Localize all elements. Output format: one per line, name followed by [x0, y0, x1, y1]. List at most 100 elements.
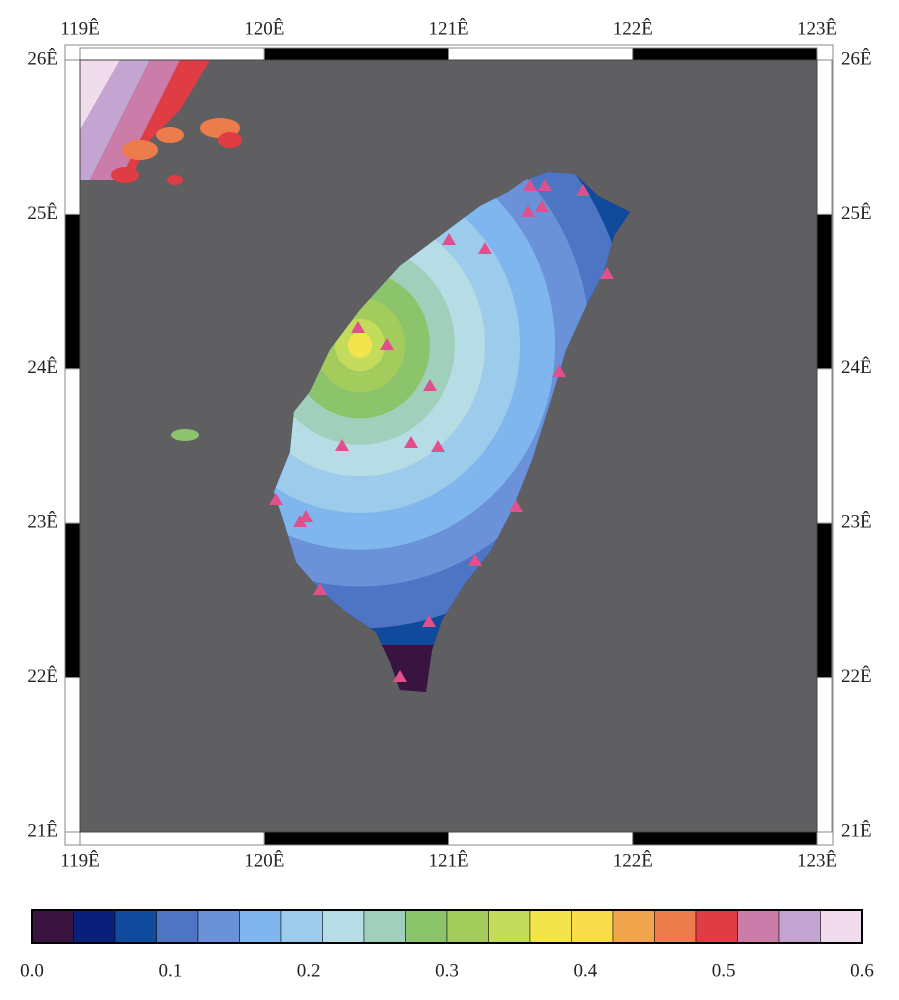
- station-marker: [538, 179, 552, 191]
- station-marker: [380, 338, 394, 350]
- contour-band: [80, 60, 150, 180]
- lat-label: 25Ê: [27, 202, 58, 224]
- island-blob: [218, 132, 242, 148]
- colorbar: 0.0 0.1 0.2 0.3 0.4 0.5 0.6: [20, 909, 874, 981]
- frame-bar: [816, 59, 833, 215]
- colorbar-cell: [280, 909, 323, 944]
- lon-label: 121Ê: [428, 849, 468, 871]
- island-blob: [171, 429, 199, 441]
- frame-bar: [816, 213, 833, 370]
- station-marker: [442, 233, 456, 245]
- colorbar-cell: [446, 909, 489, 944]
- colorbar-label: 0.3: [435, 960, 459, 981]
- frame-bar: [632, 47, 818, 61]
- frame-bar: [448, 47, 634, 61]
- frame-bar: [816, 677, 833, 833]
- lat-label: 24Ê: [27, 356, 58, 378]
- station-marker: [431, 440, 445, 452]
- outer-border: [64, 44, 834, 846]
- lon-label: 119Ê: [60, 849, 99, 871]
- island-blob: [156, 127, 184, 143]
- china-coast: [80, 60, 242, 441]
- lon-label: 121Ê: [428, 17, 468, 39]
- station-marker: [509, 500, 523, 512]
- station-marker: [478, 242, 492, 254]
- station-marker: [423, 379, 437, 391]
- station-marker: [293, 515, 307, 527]
- station-marker: [576, 184, 590, 196]
- axis-labels: 119Ê 119Ê 120Ê 120Ê 121Ê 121Ê 122Ê 122Ê 123Ê 123Ê…: [27, 17, 871, 871]
- frame-bar: [632, 831, 818, 846]
- colorbar-cell: [820, 909, 863, 944]
- frame-bar: [448, 831, 634, 846]
- colorbar-cell: [571, 909, 614, 944]
- station-marker: [335, 439, 349, 451]
- colorbar-cell: [778, 909, 821, 944]
- frame-bar: [263, 47, 449, 61]
- colorbar-cell: [156, 909, 199, 944]
- frame-bar: [64, 59, 81, 215]
- lon-label: 122Ê: [613, 849, 653, 871]
- station-marker: [535, 200, 549, 212]
- colorbar-cell: [322, 909, 365, 944]
- frame-bar: [64, 213, 81, 370]
- frame-bar: [64, 522, 81, 679]
- lat-label: 22Ê: [27, 665, 58, 687]
- colorbar-label: 0.6: [850, 960, 874, 981]
- station-marker: [313, 583, 327, 595]
- island-blob: [167, 175, 183, 185]
- lon-label: 119Ê: [60, 17, 99, 39]
- colorbar-label: 0.5: [712, 960, 736, 981]
- lat-label: 26Ê: [27, 47, 58, 69]
- colorbar-label: 0.4: [573, 960, 597, 981]
- colorbar-cell: [654, 909, 697, 944]
- lat-label: 26Ê: [841, 47, 872, 69]
- colorbar-cell: [488, 909, 531, 944]
- lat-label: 24Ê: [841, 356, 872, 378]
- colorbar-cell: [695, 909, 738, 944]
- colorbar-cell: [114, 909, 157, 944]
- island-blob: [111, 167, 139, 183]
- lon-label: 122Ê: [613, 17, 653, 39]
- station-marker: [404, 436, 418, 448]
- station-marker: [468, 554, 482, 566]
- station-marker: [269, 493, 283, 505]
- colorbar-cell: [197, 909, 240, 944]
- lat-label: 21Ê: [841, 819, 872, 841]
- colorbar-cell: [239, 909, 282, 944]
- frame-bar: [64, 677, 81, 833]
- frame-bar: [816, 368, 833, 524]
- contour-band: [348, 332, 372, 358]
- lon-label: 123Ê: [797, 17, 837, 39]
- lat-label: 23Ê: [841, 511, 872, 533]
- station-marker: [393, 670, 407, 682]
- map-frame: [64, 47, 833, 846]
- station-marker: [600, 267, 614, 279]
- plot-border: [79, 59, 818, 833]
- colorbar-cell: [405, 909, 448, 944]
- colorbar-label: 0.0: [20, 960, 44, 981]
- frame-bar: [79, 47, 265, 61]
- colorbar-border: [31, 909, 863, 944]
- contour-band: [90, 60, 180, 180]
- lat-label: 25Ê: [841, 202, 872, 224]
- station-marker: [521, 205, 535, 217]
- station-marker: [422, 615, 436, 627]
- station-marker: [351, 321, 365, 333]
- frame-bar: [263, 831, 449, 846]
- colorbar-label: 0.2: [297, 960, 321, 981]
- station-marker: [552, 365, 566, 377]
- stations: [269, 179, 614, 682]
- lat-label: 23Ê: [27, 511, 58, 533]
- colorbar-cell: [73, 909, 116, 944]
- lon-label: 120Ê: [244, 849, 284, 871]
- colorbar-cell: [737, 909, 780, 944]
- colorbar-cell: [612, 909, 655, 944]
- frame-bar: [79, 831, 265, 846]
- station-marker: [523, 179, 537, 191]
- station-marker: [299, 510, 313, 522]
- frame-bar: [64, 368, 81, 524]
- lon-label: 123Ê: [797, 849, 837, 871]
- lat-label: 22Ê: [841, 665, 872, 687]
